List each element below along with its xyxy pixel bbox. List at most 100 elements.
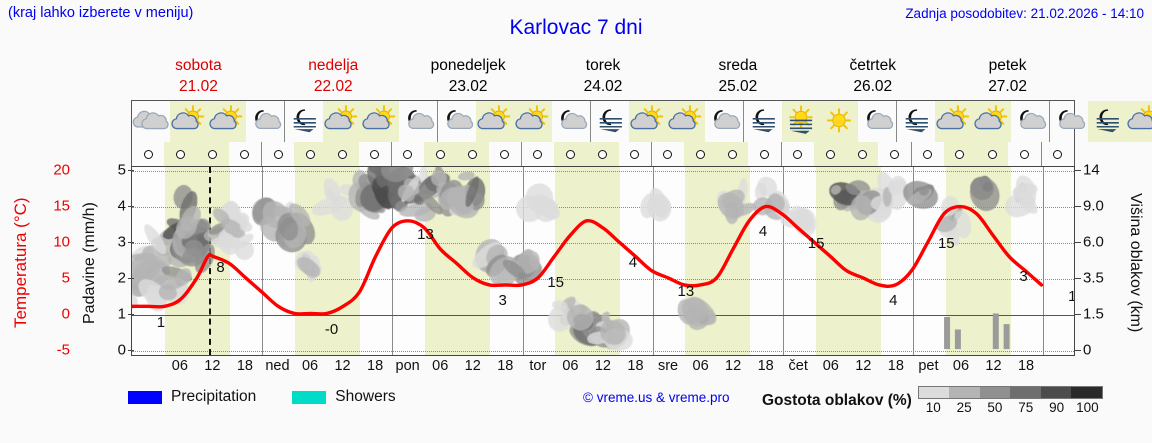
weather-icon-moon-cloud bbox=[705, 101, 743, 142]
hour-marker-cell bbox=[554, 142, 587, 166]
axis-tick-label: 9.0 bbox=[1083, 197, 1104, 215]
temperature-value-label: 4 bbox=[628, 253, 638, 271]
axis-tick-mark bbox=[1075, 350, 1081, 351]
time-axis-tick bbox=[1042, 358, 1075, 378]
time-axis-tick: 06 bbox=[562, 358, 579, 374]
showers-legend-label: Showers bbox=[335, 388, 396, 405]
time-axis-tick: tor bbox=[529, 358, 547, 374]
weather-icon-sun-cloud bbox=[514, 101, 552, 142]
cloud-height-tick-labels: 14 9.0 6.0 3.5 1.5 0 bbox=[1075, 162, 1123, 359]
page-title: Karlovac 7 dni bbox=[509, 16, 643, 39]
time-axis: 06 12 18 ned 06 12 18 pon 06 12 18 tor 06 12 18 sre 06 12… bbox=[131, 358, 1075, 378]
day-name: nedelja bbox=[308, 57, 359, 74]
hour-marker-cell bbox=[132, 142, 164, 166]
precipitation-bar bbox=[944, 317, 951, 350]
hour-marker-cell bbox=[943, 142, 977, 166]
temperature-value-label: 8 bbox=[216, 259, 225, 277]
day-name: sreda bbox=[718, 57, 758, 74]
precipitation-layer bbox=[944, 313, 1010, 350]
hour-marker-cell bbox=[780, 142, 814, 166]
axis-tick-label: 1 bbox=[117, 305, 126, 323]
temperature-value-label: 1 bbox=[156, 313, 166, 331]
day-date: 21.02 bbox=[179, 78, 218, 95]
hour-marker-cell bbox=[650, 142, 684, 166]
density-tick-label: 25 bbox=[956, 400, 972, 415]
hour-marker-cell bbox=[1040, 142, 1074, 166]
weather-icon-moon-fog bbox=[1088, 101, 1126, 142]
hour-marker-circle bbox=[305, 149, 315, 159]
copyright-label: © vreme.us & vreme.pro bbox=[583, 390, 730, 405]
time-axis-tick: 18 bbox=[236, 358, 253, 374]
precipitation-bar bbox=[954, 329, 961, 350]
weather-icon-sun-fog bbox=[782, 101, 820, 142]
precipitation-tick-labels: 5 4 3 2 1 0 bbox=[104, 162, 134, 359]
precipitation-axis-title: Padavine (mm/h) bbox=[81, 202, 98, 324]
time-axis-tick: ned bbox=[265, 358, 290, 374]
temperature-value-label: 15 bbox=[547, 273, 564, 291]
hour-marker-circle bbox=[467, 149, 477, 159]
weather-icon-sun-cloud bbox=[208, 101, 246, 142]
day-header-row: sobota 21.02 nedelja 22.02 ponedeljek 23.02 to… bbox=[131, 55, 1075, 99]
axis-tick-label: 1.5 bbox=[1083, 305, 1104, 323]
hour-marker-circle bbox=[793, 149, 803, 159]
axis-tick-label: 4 bbox=[117, 197, 126, 215]
hour-marker-circle bbox=[630, 149, 640, 159]
day-date: 26.02 bbox=[853, 78, 893, 95]
weather-icon-sun-cloud bbox=[361, 101, 399, 142]
temperature-value-label: 13 bbox=[417, 225, 434, 243]
axis-tick-label: -5 bbox=[56, 341, 70, 359]
day-name: torek bbox=[585, 57, 621, 74]
hour-marker-circle bbox=[240, 149, 250, 159]
time-axis-tick: 12 bbox=[594, 358, 611, 374]
cloud-density-legend-title: Gostota oblakov (%) bbox=[762, 391, 912, 409]
temperature-axis-title: Temperatura (°C) bbox=[11, 197, 30, 329]
axis-tick-label: 0 bbox=[117, 341, 126, 359]
hour-marker-circle bbox=[857, 149, 867, 159]
time-axis-tick: 12 bbox=[464, 358, 481, 374]
day-name: četrtek bbox=[849, 57, 896, 74]
axis-tick-label: 20 bbox=[53, 161, 70, 179]
weather-icon-sun-cloud bbox=[667, 101, 705, 142]
precipitation-legend-label: Precipitation bbox=[171, 388, 257, 405]
time-axis-tick: 12 bbox=[725, 358, 742, 374]
hour-marker-cell bbox=[748, 142, 780, 166]
hour-marker-circle bbox=[435, 149, 445, 159]
time-axis-tick: 18 bbox=[1017, 358, 1035, 374]
weather-icon-moon-cloud bbox=[399, 101, 437, 142]
meteogram-plot: 1 8 -0 13 3 15 4 13 4 15 4 15 3 15 bbox=[131, 166, 1075, 356]
day-header-četrtek: četrtek 26.02 bbox=[805, 55, 940, 99]
hour-marker-circle bbox=[565, 149, 575, 159]
temperature-value-label: -0 bbox=[324, 321, 339, 338]
cloud-density-gradient bbox=[917, 386, 1103, 399]
precipitation-swatch bbox=[128, 390, 162, 404]
time-axis-tick: 06 bbox=[952, 358, 970, 374]
day-header-torek: torek 24.02 bbox=[536, 55, 671, 99]
hour-marker-cell bbox=[619, 142, 651, 166]
temperature-curve bbox=[132, 167, 1074, 355]
weather-icon-sun-cloud bbox=[973, 101, 1011, 142]
axis-tick-mark bbox=[1075, 206, 1081, 207]
day-date: 27.02 bbox=[988, 78, 1027, 95]
time-axis-tick: 18 bbox=[757, 358, 774, 374]
hour-marker-cell bbox=[878, 142, 910, 166]
weather-icon-moon-cloud bbox=[246, 101, 284, 142]
cloud-density-legend: Gostota oblakov (%) 10 25 50 75 90 100 bbox=[762, 386, 1103, 415]
precipitation-bar bbox=[1003, 324, 1010, 350]
hour-marker-circle bbox=[955, 149, 965, 159]
axis-tick-label: 2 bbox=[117, 269, 126, 287]
weather-icon-moon-cloud bbox=[1049, 101, 1088, 142]
hour-marker-cell bbox=[424, 142, 457, 166]
day-header-sreda: sreda 25.02 bbox=[670, 55, 805, 99]
hour-marker-circle bbox=[597, 149, 607, 159]
weather-icon-moon-cloud bbox=[437, 101, 476, 142]
temperature-value-label: 15 bbox=[1068, 288, 1074, 305]
axis-tick-label: 14 bbox=[1083, 161, 1100, 179]
hour-marker-cell bbox=[683, 142, 717, 166]
time-axis-tick: pon bbox=[395, 358, 420, 374]
day-date: 22.02 bbox=[313, 78, 353, 95]
axis-tick-mark bbox=[1075, 314, 1081, 315]
density-step bbox=[1071, 387, 1102, 398]
weather-icon-sun bbox=[820, 101, 858, 142]
hour-marker-cell bbox=[1008, 142, 1040, 166]
weather-icon-moon-fog bbox=[743, 101, 782, 142]
